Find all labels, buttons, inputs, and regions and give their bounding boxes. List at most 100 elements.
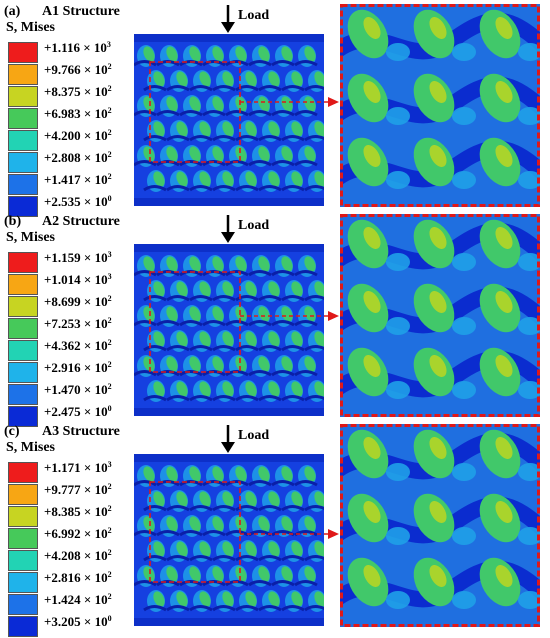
- stress-spot: [314, 281, 324, 297]
- top-plate: [134, 454, 324, 462]
- stress-spot: [166, 356, 178, 372]
- zoom-view: [340, 4, 540, 207]
- structure-title: A3 Structure: [42, 424, 120, 439]
- strut-curve: [189, 185, 213, 192]
- legend-tick-label: +4.208 × 102: [44, 542, 112, 564]
- strut-curve: [271, 320, 295, 327]
- strut-curve: [179, 370, 203, 377]
- stress-spot: [176, 71, 188, 87]
- zoom-light-spot: [386, 591, 410, 609]
- zoom-peak-spot: [495, 291, 513, 313]
- stress-spot: [212, 566, 224, 582]
- zoom-light-spot: [386, 253, 410, 271]
- legend-swatch: [8, 462, 38, 483]
- strut-curve: [189, 605, 213, 612]
- legend-swatch: [8, 340, 38, 361]
- zoom-peak-spot: [363, 227, 381, 249]
- stress-spot: [189, 306, 201, 322]
- strut-curve: [143, 295, 167, 302]
- stress-spot: [199, 541, 211, 557]
- legend-swatch: [8, 274, 38, 295]
- strut-curve: [189, 395, 213, 402]
- legend-swatch: [8, 196, 38, 217]
- zoom-peak-spot: [363, 501, 381, 523]
- strut-curve: [304, 185, 324, 192]
- stress-spot: [245, 71, 257, 87]
- tick-exponent: 2: [107, 360, 112, 369]
- stress-spot: [143, 256, 155, 272]
- strut-curve: [294, 370, 318, 377]
- tick-exponent: 2: [107, 294, 112, 303]
- panel-letter: (b): [4, 214, 22, 229]
- bottom-plate: [134, 618, 324, 626]
- stress-spot: [212, 516, 224, 532]
- zoom-peak-spot: [495, 437, 513, 459]
- stress-spot: [314, 591, 324, 607]
- strut-curve: [304, 505, 324, 512]
- color-legend: [8, 42, 40, 218]
- legend-swatch: [8, 616, 38, 637]
- stress-spot: [268, 171, 280, 187]
- stress-spot: [281, 46, 293, 62]
- strut-curve: [179, 580, 203, 587]
- stress-spot: [199, 281, 211, 297]
- legend-swatch: [8, 528, 38, 549]
- zoom-peak-spot: [363, 355, 381, 377]
- stress-spot: [235, 466, 247, 482]
- stress-spot: [281, 516, 293, 532]
- legend-swatch: [8, 384, 38, 405]
- strut-curve: [166, 85, 190, 92]
- stress-spot: [166, 256, 178, 272]
- stress-spot: [222, 381, 234, 397]
- stress-spot: [143, 516, 155, 532]
- stress-spot: [235, 46, 247, 62]
- legend-tick-label: +1.014 × 103: [44, 266, 112, 288]
- lattice-model: [134, 454, 324, 626]
- tick-exponent: 2: [107, 150, 112, 159]
- legend-tick-label: +8.699 × 102: [44, 288, 112, 310]
- strut-curve: [202, 110, 226, 117]
- legend-swatch: [8, 550, 38, 571]
- zoom-light-spot: [518, 591, 540, 609]
- stress-spot: [143, 96, 155, 112]
- zoom-peak-spot: [429, 17, 447, 39]
- legend-swatch: [8, 318, 38, 339]
- strut-curve: [258, 345, 282, 352]
- strut-curve: [225, 60, 249, 67]
- legend-title: S, Mises: [6, 440, 55, 455]
- tick-exponent: 2: [107, 338, 112, 347]
- strut-curve: [248, 110, 272, 117]
- tick-mantissa: +6.992 × 10: [44, 526, 108, 541]
- zoom-light-spot: [452, 43, 476, 61]
- selection-box: [149, 481, 241, 583]
- stress-spot: [304, 306, 316, 322]
- legend-swatch: [8, 86, 38, 107]
- stress-spot: [212, 146, 224, 162]
- strut-curve: [156, 110, 180, 117]
- tick-exponent: 2: [107, 106, 112, 115]
- stress-spot: [258, 466, 270, 482]
- zoom-arrow: [240, 97, 339, 107]
- strut-curve: [189, 135, 213, 142]
- strut-curve: [202, 270, 226, 277]
- tick-exponent: 2: [107, 382, 112, 391]
- stress-spot: [304, 46, 316, 62]
- bottom-plate: [134, 408, 324, 416]
- stress-spot: [143, 466, 155, 482]
- zoom-arrow: [240, 311, 339, 321]
- stress-spot: [176, 281, 188, 297]
- strut-curve: [235, 555, 259, 562]
- stress-spot: [258, 96, 270, 112]
- zoom-light-spot: [518, 171, 540, 189]
- stress-spot: [166, 466, 178, 482]
- strut-curve: [189, 345, 213, 352]
- stress-spot: [166, 306, 178, 322]
- stress-spot: [222, 121, 234, 137]
- stress-spot: [258, 146, 270, 162]
- legend-title: S, Mises: [6, 230, 55, 245]
- tick-exponent: 3: [107, 272, 112, 281]
- zoom-arrow: [240, 529, 339, 539]
- strut-curve: [156, 160, 180, 167]
- stress-spot: [304, 466, 316, 482]
- tick-mantissa: +4.200 × 10: [44, 128, 108, 143]
